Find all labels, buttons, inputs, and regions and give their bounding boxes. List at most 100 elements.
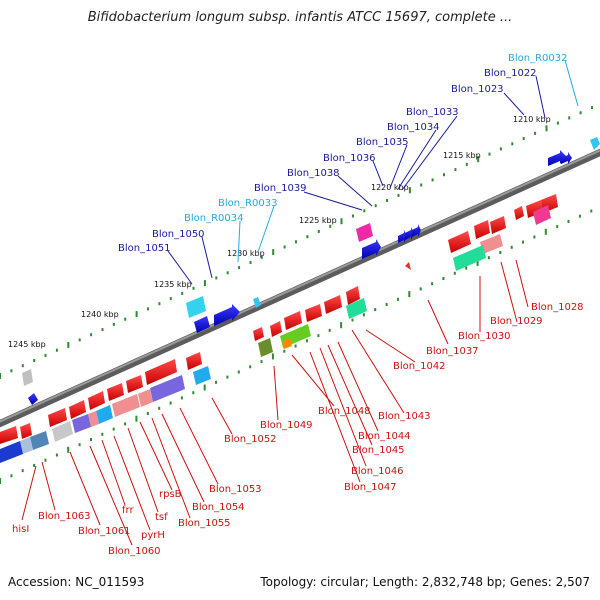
scale-tick — [578, 214, 581, 218]
gene-label[interactable]: Blon_1047 — [344, 482, 397, 493]
gene-label[interactable]: rpsB — [159, 489, 182, 500]
gene-feature[interactable] — [405, 262, 411, 270]
gene-feature[interactable] — [258, 338, 273, 357]
gene-label[interactable]: Blon_R0034 — [184, 213, 244, 224]
reverse-genes — [0, 194, 558, 463]
gene-label[interactable]: Blon_1039 — [254, 183, 307, 194]
gene-feature[interactable] — [253, 327, 264, 341]
gene-feature[interactable] — [52, 421, 73, 442]
gene-feature[interactable] — [28, 393, 38, 405]
gene-feature[interactable] — [150, 375, 185, 402]
gene-label[interactable]: Blon_1042 — [393, 361, 446, 372]
gene-feature[interactable] — [194, 316, 210, 333]
gene-feature[interactable] — [193, 366, 211, 385]
scale-tick — [590, 209, 593, 213]
scale-tick — [487, 256, 490, 260]
gene-feature[interactable] — [138, 389, 153, 407]
gene-feature[interactable] — [561, 152, 572, 164]
gene-feature[interactable] — [270, 321, 282, 337]
gene-feature[interactable] — [112, 394, 140, 417]
gene-label[interactable]: Blon_1053 — [209, 484, 262, 495]
gene-feature[interactable] — [20, 437, 33, 454]
gene-label[interactable]: Blon_1049 — [260, 420, 313, 431]
gene-feature[interactable] — [186, 296, 206, 318]
gene-label[interactable]: Blon_1051 — [118, 243, 171, 254]
gene-label[interactable]: pyrH — [141, 530, 165, 541]
gene-label[interactable]: frr — [122, 505, 134, 516]
gene-feature[interactable] — [398, 230, 407, 243]
gene-label[interactable]: tsf — [155, 512, 168, 523]
gene-label[interactable]: Blon_1063 — [38, 511, 91, 522]
gene-feature[interactable] — [126, 375, 143, 393]
scale-tick — [203, 384, 206, 391]
gene-feature[interactable] — [0, 441, 23, 463]
gene-feature[interactable] — [69, 400, 86, 419]
gene-feature[interactable] — [30, 431, 49, 450]
gene-label[interactable]: Blon_1034 — [387, 122, 440, 133]
gene-feature[interactable] — [346, 286, 360, 305]
gene-feature[interactable] — [88, 391, 105, 410]
gene-feature[interactable] — [0, 426, 18, 444]
gene-label[interactable]: Blon_1022 — [484, 68, 537, 79]
gene-label[interactable]: Blon_1035 — [356, 137, 409, 148]
gene-label[interactable]: Blon_1023 — [451, 84, 504, 95]
gene-label[interactable]: Blon_1030 — [458, 331, 511, 342]
gene-feature[interactable] — [284, 311, 302, 330]
gene-feature[interactable] — [480, 234, 503, 254]
gene-feature[interactable] — [186, 352, 202, 370]
gene-label[interactable]: Blon_1033 — [406, 107, 459, 118]
gene-feature[interactable] — [474, 220, 490, 239]
gene-feature[interactable] — [214, 304, 240, 326]
gene-feature[interactable] — [453, 245, 486, 271]
gene-label[interactable]: Blon_R0033 — [218, 198, 278, 209]
gene-feature[interactable] — [490, 216, 506, 234]
gene-feature[interactable] — [96, 405, 113, 424]
gene-feature[interactable] — [448, 231, 471, 253]
gene-feature[interactable] — [282, 338, 292, 349]
gene-feature[interactable] — [107, 383, 124, 401]
scale-tick — [67, 342, 70, 348]
gene-feature[interactable] — [356, 223, 373, 242]
scale-tick — [0, 373, 1, 379]
gene-label[interactable]: Blon_1050 — [152, 229, 205, 240]
scale-tick — [386, 199, 389, 202]
gene-feature[interactable] — [346, 298, 367, 319]
gene-feature[interactable] — [514, 206, 524, 220]
gene-label[interactable]: Blon_1045 — [352, 445, 405, 456]
scale-tick — [90, 438, 92, 441]
gene-label[interactable]: Blon_1048 — [318, 406, 371, 417]
gene-label[interactable]: Blon_1061 — [78, 526, 131, 537]
gene-label[interactable]: Blon_1043 — [378, 411, 431, 422]
gene-feature[interactable] — [412, 224, 421, 237]
gene-feature[interactable] — [48, 408, 67, 427]
scale-tick — [420, 183, 423, 187]
gene-feature[interactable] — [405, 227, 414, 240]
gene-label[interactable]: hisI — [12, 524, 29, 535]
gene-feature[interactable] — [305, 304, 322, 322]
scale-tick — [363, 209, 366, 213]
gene-feature[interactable] — [145, 359, 177, 385]
gene-feature[interactable] — [324, 295, 342, 314]
gene-label[interactable]: Blon_1055 — [178, 518, 231, 529]
gene-label[interactable]: Blon_1038 — [287, 168, 340, 179]
gene-label[interactable]: Blon_1029 — [490, 316, 543, 327]
gene-feature[interactable] — [253, 297, 261, 308]
gene-label[interactable]: Blon_R0032 — [508, 53, 568, 64]
scale-tick — [158, 302, 161, 306]
gene-label[interactable]: Blon_1046 — [351, 466, 404, 477]
gene-feature[interactable] — [590, 137, 600, 150]
gene-label[interactable]: Blon_1044 — [358, 431, 411, 442]
gene-label[interactable]: Blon_1037 — [426, 346, 479, 357]
gene-label[interactable]: Blon_1052 — [224, 434, 277, 445]
gene-feature[interactable] — [20, 423, 32, 439]
scale-tick — [397, 297, 399, 301]
gene-feature[interactable] — [22, 369, 33, 386]
gene-feature[interactable] — [362, 239, 381, 259]
gene-label[interactable]: Blon_1036 — [323, 153, 376, 164]
gene-label[interactable]: Blon_1028 — [531, 302, 584, 313]
gene-feature[interactable] — [533, 205, 551, 225]
gene-label[interactable]: Blon_1054 — [192, 502, 245, 513]
gene-feature[interactable] — [72, 414, 91, 433]
gene-label[interactable]: Blon_1060 — [108, 546, 161, 557]
gene-feature[interactable] — [88, 411, 99, 427]
